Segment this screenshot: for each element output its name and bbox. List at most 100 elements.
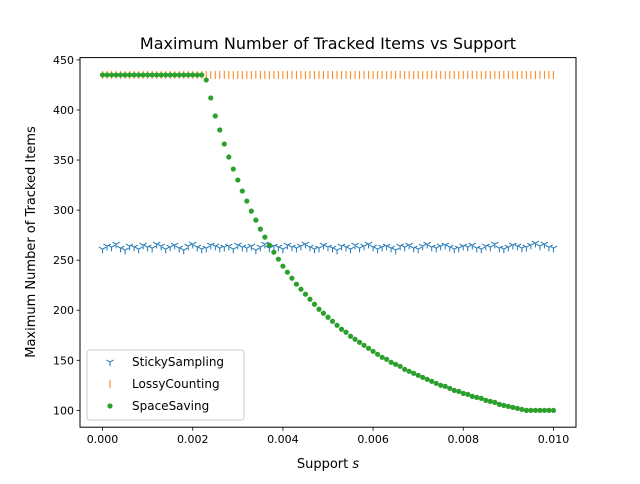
data-point xyxy=(193,244,202,252)
data-point xyxy=(541,407,548,413)
data-point xyxy=(496,401,502,407)
data-point xyxy=(289,275,295,281)
data-point xyxy=(194,72,200,78)
data-point xyxy=(302,291,309,297)
data-point xyxy=(429,378,435,384)
data-point xyxy=(451,387,457,393)
data-point xyxy=(157,243,166,251)
data-point xyxy=(432,245,441,253)
data-point xyxy=(212,113,218,119)
data-point xyxy=(370,348,376,354)
data-point xyxy=(477,246,486,254)
data-point xyxy=(375,351,381,357)
data-point xyxy=(490,241,499,249)
x-axis-label-variable: s xyxy=(352,457,359,472)
data-point xyxy=(499,246,508,254)
data-point xyxy=(253,217,259,223)
data-point xyxy=(478,395,484,401)
data-point xyxy=(414,246,423,254)
data-point xyxy=(251,247,260,255)
data-point xyxy=(405,242,414,250)
data-point xyxy=(540,241,549,249)
data-point xyxy=(420,374,426,380)
data-point xyxy=(116,245,125,253)
data-point xyxy=(397,363,403,369)
legend-entry-StickySampling: StickySampling xyxy=(106,355,224,369)
data-point xyxy=(98,246,107,254)
data-point xyxy=(274,244,283,252)
x-axis: 0.000 0.002 0.004 0.006 0.008 0.010 xyxy=(87,427,569,446)
data-point xyxy=(325,314,331,320)
data-point xyxy=(99,72,106,78)
data-point xyxy=(158,72,164,78)
data-point xyxy=(418,243,427,251)
y-tick-label: 350 xyxy=(53,154,74,167)
data-point xyxy=(361,342,367,348)
data-point xyxy=(365,345,372,351)
y-axis-label: Maximum Number of Tracked Items xyxy=(24,126,39,358)
data-point xyxy=(319,242,328,250)
legend-marker xyxy=(107,403,113,409)
data-point xyxy=(388,359,394,365)
data-point xyxy=(293,281,300,287)
data-point xyxy=(122,72,128,78)
data-point xyxy=(343,329,349,335)
data-point xyxy=(474,394,480,400)
data-point xyxy=(487,398,493,404)
data-point xyxy=(233,242,242,250)
series-SpaceSaving xyxy=(99,72,557,413)
data-point xyxy=(393,361,399,367)
data-point xyxy=(546,407,552,413)
data-point xyxy=(379,354,385,360)
data-point xyxy=(256,244,265,252)
x-tick-label: 0.004 xyxy=(267,433,299,446)
data-point xyxy=(131,72,137,78)
y-tick-label: 300 xyxy=(53,204,74,217)
data-point xyxy=(316,306,322,312)
legend-entry-SpaceSaving: SpaceSaving xyxy=(107,399,209,413)
data-point xyxy=(199,72,205,78)
data-point xyxy=(149,72,155,78)
data-point xyxy=(510,404,516,410)
data-point xyxy=(351,242,359,250)
data-point xyxy=(176,72,182,78)
data-point xyxy=(463,244,472,252)
data-point xyxy=(242,245,251,253)
data-point xyxy=(355,245,364,253)
data-point xyxy=(292,245,301,253)
legend-marker xyxy=(106,359,114,367)
data-point xyxy=(279,246,287,254)
data-point xyxy=(208,95,214,101)
legend-label: LossyCounting xyxy=(132,377,220,391)
data-point xyxy=(145,72,151,78)
data-point xyxy=(338,326,345,332)
data-point xyxy=(531,240,540,248)
data-point xyxy=(364,241,373,249)
data-point xyxy=(456,388,462,394)
x-tick-label: 0.008 xyxy=(448,433,480,446)
data-point xyxy=(152,241,161,249)
data-point xyxy=(342,244,350,252)
data-point xyxy=(454,245,463,253)
data-point xyxy=(513,243,522,251)
data-point xyxy=(154,72,160,78)
data-point xyxy=(107,244,116,252)
data-point xyxy=(167,72,173,78)
data-point xyxy=(411,370,417,376)
data-point xyxy=(329,318,336,324)
data-point xyxy=(442,383,448,389)
data-point xyxy=(328,245,337,253)
x-tick-label: 0.006 xyxy=(357,433,389,446)
y-tick-label: 400 xyxy=(53,104,74,117)
x-tick-label: 0.002 xyxy=(177,433,209,446)
data-point xyxy=(202,245,211,253)
x-tick-label: 0.010 xyxy=(538,433,570,446)
data-point xyxy=(127,72,133,78)
data-point xyxy=(514,405,520,411)
data-point xyxy=(166,244,175,252)
data-point xyxy=(130,244,138,252)
plot-frame xyxy=(79,57,577,428)
data-point xyxy=(549,245,558,253)
chart-title: Maximum Number of Tracked Items vs Suppo… xyxy=(140,34,516,53)
y-tick-label: 100 xyxy=(53,404,74,417)
